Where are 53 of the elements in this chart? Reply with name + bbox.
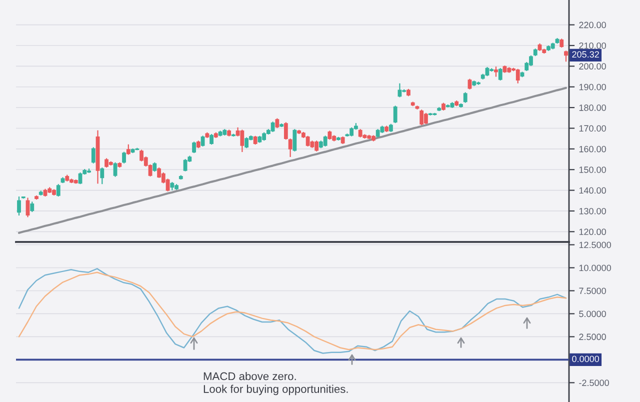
y-tick-label: 150.00	[579, 166, 606, 173]
annotation: 205.32	[572, 51, 599, 58]
y-tick-label: 2.5000	[579, 334, 606, 340]
candlestick	[91, 146, 96, 164]
candlestick	[306, 135, 310, 147]
candlestick	[498, 67, 502, 82]
candlestick	[485, 66, 490, 77]
y-tick-label: 210.00	[579, 42, 606, 49]
candlestick	[468, 78, 472, 90]
y-tick-label: 12.5000	[579, 242, 611, 248]
candlestick	[275, 118, 280, 129]
y-tick-label: 5.0000	[579, 310, 606, 318]
candlestick	[100, 166, 104, 185]
candlestick	[284, 122, 288, 140]
candlestick	[288, 138, 292, 158]
candlestick	[210, 133, 214, 146]
candlestick	[30, 201, 34, 213]
candlestick	[17, 196, 21, 216]
y-tick-label: 140.00	[579, 187, 606, 194]
candlestick	[200, 135, 205, 147]
candlestick	[122, 151, 126, 164]
candlestick	[192, 141, 196, 154]
candlestick	[564, 50, 568, 62]
y-tick-label: 220.00	[579, 22, 606, 28]
candlestick	[126, 144, 130, 156]
candlestick	[516, 68, 520, 84]
y-tick-label: -2.5000	[579, 380, 609, 386]
candlestick	[56, 184, 60, 198]
candlestick	[420, 109, 424, 126]
candlestick	[183, 158, 188, 172]
candlestick	[26, 197, 30, 218]
candlestick	[494, 66, 498, 78]
ref-line-label: 0.0000	[572, 356, 600, 362]
line-series	[18, 86, 568, 234]
candlestick	[113, 162, 118, 178]
candlestick	[152, 162, 157, 172]
y-tick-label: 170.00	[579, 125, 606, 132]
candlestick	[270, 121, 275, 133]
y-tick-label: 120.00	[579, 228, 606, 236]
annotation: MACD above zero. Look for buying opportunities.	[204, 372, 348, 396]
y-tick-label: 130.00	[579, 208, 606, 214]
candlestick	[240, 129, 244, 153]
candlestick	[393, 105, 398, 124]
candlestick	[292, 128, 297, 152]
y-tick-label: 190.00	[579, 84, 606, 90]
candlestick	[463, 92, 468, 104]
y-tick-label: 160.00	[579, 146, 606, 152]
candlestick	[244, 136, 249, 149]
y-tick-label: 200.00	[579, 63, 606, 70]
y-tick-label: 180.00	[579, 104, 606, 111]
candlestick	[323, 135, 328, 147]
y-tick-label: 7.5000	[579, 288, 606, 294]
y-tick-label: 10.0000	[579, 264, 611, 272]
